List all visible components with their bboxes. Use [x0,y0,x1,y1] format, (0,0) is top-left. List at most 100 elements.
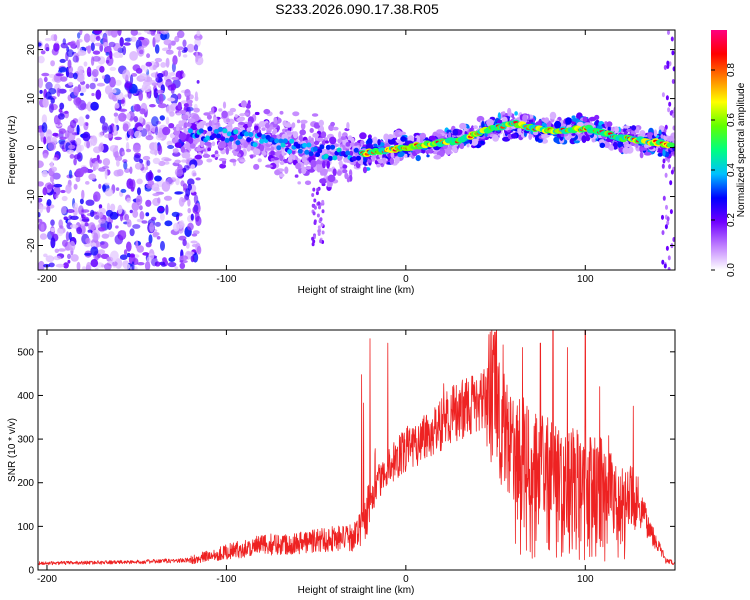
heatmap-cell [236,117,244,122]
heatmap-cell [226,131,232,137]
heatmap-speckle [665,245,669,251]
heatmap-speckle [153,88,159,99]
heatmap-speckle [172,148,179,154]
heatmap-cell [656,149,665,153]
heatmap-speckle [48,103,54,113]
heatmap-speckle [193,204,199,213]
heatmap-cell [226,126,233,132]
heatmap-speckle [66,46,70,53]
heatmap-speckle [53,255,62,261]
heatmap-cell [623,131,628,135]
heatmap-speckle [45,91,52,100]
heatmap-speckle [93,191,101,202]
heatmap-speckle [177,49,182,58]
heatmap-speckle [59,225,64,229]
heatmap-speckle [102,158,111,167]
heatmap-speckle [165,78,173,88]
heatmap-cell [541,138,548,144]
colorbar: 0.0 0.2 0.4 0.6 0.8 Normalized spectral ampl… [711,30,747,277]
heatmap-speckle [47,141,56,151]
heatmap-speckle [140,64,145,71]
heatmap-speckle [80,144,84,151]
heatmap-cell [218,126,224,132]
y-tick-label: 0 [26,144,37,150]
heatmap-speckle [132,144,141,153]
heatmap-speckle [179,255,189,261]
heatmap-cell [419,137,424,143]
heatmap-speckle [73,158,77,166]
heatmap-cell [181,152,186,159]
snr-x-axis-ticks: -200 -100 0 100 [37,330,594,585]
heatmap-speckle [43,136,47,145]
heatmap-cell [353,147,359,153]
heatmap-speckle [182,239,187,247]
heatmap-speckle [152,197,161,207]
heatmap-cell [452,129,459,136]
heatmap-speckle [184,88,191,98]
x-tick-label: 0 [403,574,409,585]
x-tick-label: -200 [37,574,57,585]
heatmap-speckle [145,135,154,141]
heatmap-speckle [119,234,123,241]
heatmap-speckle [670,169,674,175]
heatmap-cell [235,140,241,146]
heatmap-speckle [126,219,132,228]
x-tick-label: 100 [577,274,594,285]
heatmap-speckle [666,216,670,222]
heatmap-cell [607,126,611,132]
heatmap-cell [225,147,229,155]
snr-frame [37,329,676,571]
heatmap-cell [270,146,275,152]
heatmap-speckle [672,125,675,131]
heatmap-cell [294,174,299,178]
heatmap-speckle [69,240,76,252]
heatmap-cell [240,100,247,108]
heatmap-cell [265,164,273,168]
heatmap-speckle [91,69,99,77]
heatmap-speckle [69,40,77,49]
heatmap-cell [189,143,196,149]
heatmap-cell [311,113,319,117]
heatmap-cell [279,173,285,178]
heatmap-cell [254,125,259,131]
heatmap-speckle [165,105,175,115]
heatmap-cell [229,158,237,163]
heatmap-speckle [122,69,131,80]
heatmap-cell [389,157,395,165]
heatmap-cell [279,153,284,162]
heatmap-cell [415,155,421,162]
heatmap-cell [359,132,367,140]
heatmap-cell [282,138,288,144]
heatmap-speckle [195,177,201,181]
heatmap-speckle [60,76,68,82]
heatmap-speckle [103,42,108,47]
heatmap-speckle [89,82,96,90]
heatmap-cell [211,154,216,158]
heatmap-cell [436,129,444,134]
heatmap-cell [326,167,333,172]
heatmap-speckle [43,253,48,258]
heatmap-cell [175,112,182,116]
heatmap-speckle [182,39,187,48]
heatmap-cell [463,127,468,132]
heatmap-speckle [67,72,75,79]
heatmap-speckle [156,89,164,94]
heatmap-cell [322,161,326,169]
heatmap-speckle [75,137,82,146]
heatmap-cell [425,137,429,141]
heatmap-cell [279,161,285,165]
heatmap-speckle [160,30,169,35]
heatmap-speckle [159,213,165,221]
heatmap-speckle [671,79,675,84]
heatmap-cell [196,122,204,130]
heatmap-speckle [165,116,170,125]
heatmap-cell [372,136,378,145]
heatmap-cell [317,225,321,230]
heatmap-cell [404,153,408,159]
colorbar-tick-label: 0.8 [726,63,737,77]
heatmap-speckle [120,188,127,193]
heatmap-cell [292,131,299,139]
heatmap-speckle [190,213,194,221]
heatmap-speckle [60,206,67,215]
heatmap-cell [308,151,314,157]
